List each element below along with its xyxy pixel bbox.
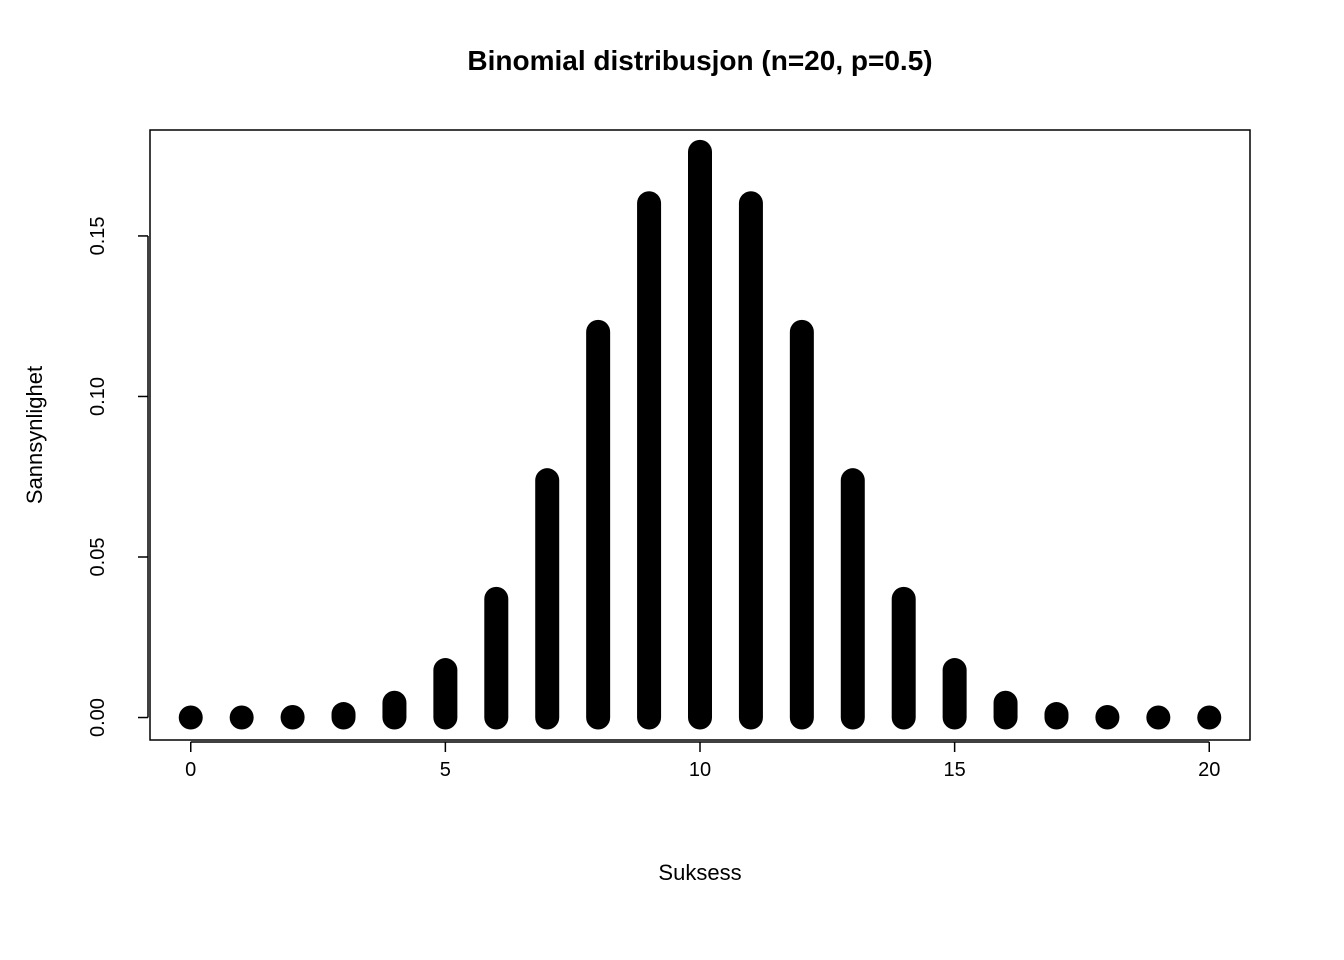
x-axis-label: Suksess bbox=[658, 860, 741, 885]
x-tick-label: 10 bbox=[689, 759, 711, 781]
binomial-chart: Binomial distribusjon (n=20, p=0.5) Sukse… bbox=[0, 0, 1344, 960]
x-tick-label: 15 bbox=[944, 759, 966, 781]
chart-title: Binomial distribusjon (n=20, p=0.5) bbox=[467, 45, 932, 76]
y-tick-label: 0.10 bbox=[87, 377, 109, 416]
y-tick-label: 0.05 bbox=[87, 538, 109, 577]
y-tick-label: 0.00 bbox=[87, 698, 109, 737]
x-tick-label: 0 bbox=[185, 759, 196, 781]
y-axis-label: Sannsynlighet bbox=[22, 366, 47, 504]
y-tick-label: 0.15 bbox=[87, 216, 109, 255]
chart-container: Binomial distribusjon (n=20, p=0.5) Sukse… bbox=[0, 0, 1344, 960]
x-tick-label: 5 bbox=[440, 759, 451, 781]
x-tick-label: 20 bbox=[1198, 759, 1220, 781]
